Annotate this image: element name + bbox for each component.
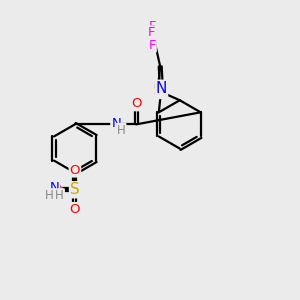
- Text: N: N: [111, 117, 121, 130]
- Text: S: S: [153, 83, 163, 98]
- Text: O: O: [70, 164, 80, 176]
- Text: N: N: [50, 181, 59, 194]
- Text: N: N: [156, 81, 167, 96]
- Text: F: F: [148, 26, 155, 39]
- Text: F: F: [148, 39, 156, 52]
- Text: O: O: [51, 183, 61, 196]
- Text: O: O: [131, 97, 141, 110]
- Text: F: F: [148, 20, 156, 33]
- Text: H: H: [117, 124, 125, 137]
- Text: O: O: [70, 203, 80, 216]
- Text: S: S: [70, 182, 80, 197]
- Text: H: H: [55, 189, 64, 202]
- Text: H: H: [45, 189, 54, 202]
